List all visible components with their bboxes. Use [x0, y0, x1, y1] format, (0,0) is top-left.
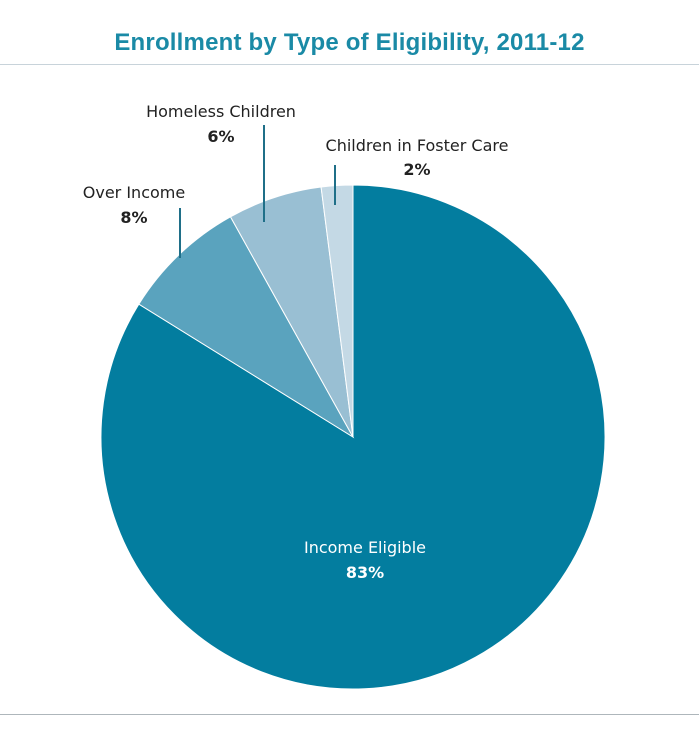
slice-value-children-in-foster-care: 2% [403, 160, 430, 179]
chart-title-bar: Enrollment by Type of Eligibility, 2011-… [0, 0, 699, 65]
slice-labels: Income Eligible 83% Over Income 8% Homel… [83, 102, 509, 582]
slice-value-homeless-children: 6% [207, 127, 234, 146]
bottom-divider [0, 714, 699, 715]
pie-slices [100, 184, 606, 690]
leader-lines [179, 125, 336, 258]
slice-label-children-in-foster-care: Children in Foster Care [326, 136, 509, 155]
slice-label-income-eligible: Income Eligible [304, 538, 426, 557]
slice-value-income-eligible: 83% [346, 563, 384, 582]
pie-slice-children-in-foster-care [320, 184, 354, 438]
slice-label-homeless-children: Homeless Children [146, 102, 296, 121]
slice-label-over-income: Over Income [83, 183, 185, 202]
chart-title: Enrollment by Type of Eligibility, 2011-… [114, 29, 585, 56]
slice-value-over-income: 8% [120, 208, 147, 227]
